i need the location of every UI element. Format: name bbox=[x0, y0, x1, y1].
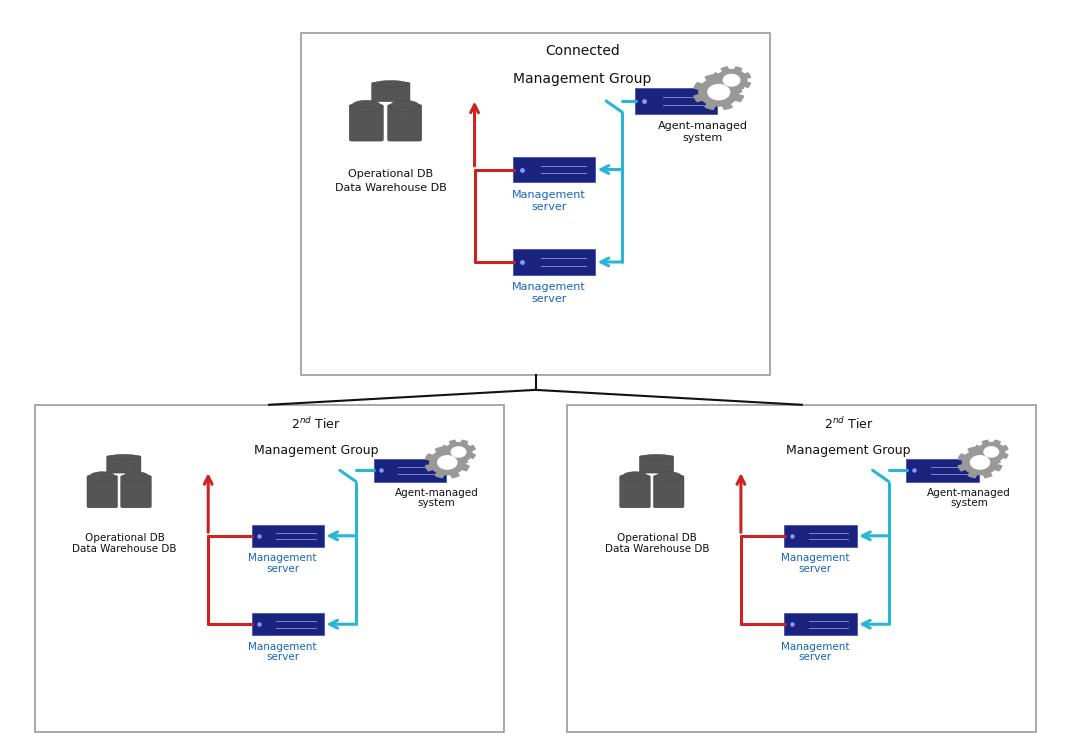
Ellipse shape bbox=[351, 100, 381, 112]
Text: Management: Management bbox=[248, 554, 317, 563]
FancyBboxPatch shape bbox=[349, 104, 383, 141]
Text: Management: Management bbox=[512, 282, 586, 292]
Polygon shape bbox=[712, 67, 751, 94]
Ellipse shape bbox=[655, 472, 682, 482]
FancyBboxPatch shape bbox=[301, 32, 770, 375]
FancyBboxPatch shape bbox=[252, 524, 325, 547]
Text: Operational DB: Operational DB bbox=[348, 170, 434, 179]
Text: Data Warehouse DB: Data Warehouse DB bbox=[605, 544, 709, 554]
FancyBboxPatch shape bbox=[784, 524, 857, 547]
Ellipse shape bbox=[109, 454, 139, 460]
Text: Agent-managed: Agent-managed bbox=[927, 488, 1011, 498]
FancyBboxPatch shape bbox=[568, 405, 1037, 732]
Text: server: server bbox=[266, 564, 299, 574]
Text: Operational DB: Operational DB bbox=[85, 532, 164, 542]
Text: $2^{nd}$ Tier: $2^{nd}$ Tier bbox=[824, 416, 874, 432]
FancyBboxPatch shape bbox=[372, 82, 410, 102]
Text: Operational DB: Operational DB bbox=[617, 532, 697, 542]
FancyBboxPatch shape bbox=[620, 476, 650, 508]
Text: Data Warehouse DB: Data Warehouse DB bbox=[335, 183, 447, 193]
FancyBboxPatch shape bbox=[635, 88, 718, 114]
Circle shape bbox=[438, 456, 457, 469]
Ellipse shape bbox=[390, 100, 420, 112]
Text: server: server bbox=[799, 564, 832, 574]
Text: server: server bbox=[531, 202, 567, 211]
Text: Management: Management bbox=[248, 642, 317, 652]
Text: $2^{nd}$ Tier: $2^{nd}$ Tier bbox=[291, 416, 341, 432]
FancyBboxPatch shape bbox=[34, 405, 503, 732]
Text: system: system bbox=[950, 499, 989, 508]
Text: server: server bbox=[799, 652, 832, 662]
Circle shape bbox=[451, 447, 466, 457]
Text: Data Warehouse DB: Data Warehouse DB bbox=[72, 544, 177, 554]
Text: system: system bbox=[682, 133, 723, 143]
FancyBboxPatch shape bbox=[513, 157, 595, 182]
Polygon shape bbox=[959, 447, 1001, 478]
FancyBboxPatch shape bbox=[784, 613, 857, 635]
FancyBboxPatch shape bbox=[513, 249, 595, 274]
Ellipse shape bbox=[123, 472, 149, 482]
Ellipse shape bbox=[622, 472, 648, 482]
Text: Management Group: Management Group bbox=[254, 444, 378, 458]
Ellipse shape bbox=[374, 80, 408, 87]
Text: Agent-managed: Agent-managed bbox=[394, 488, 479, 498]
FancyBboxPatch shape bbox=[121, 476, 151, 508]
Text: server: server bbox=[531, 294, 567, 304]
Circle shape bbox=[984, 447, 998, 457]
Polygon shape bbox=[442, 440, 476, 464]
Text: Connected: Connected bbox=[545, 44, 620, 58]
FancyBboxPatch shape bbox=[107, 456, 141, 473]
FancyBboxPatch shape bbox=[87, 476, 118, 508]
Polygon shape bbox=[694, 75, 743, 109]
Ellipse shape bbox=[642, 454, 672, 460]
Text: server: server bbox=[266, 652, 299, 662]
Polygon shape bbox=[975, 440, 1008, 464]
FancyBboxPatch shape bbox=[906, 459, 979, 482]
Text: Management: Management bbox=[781, 554, 849, 563]
Text: Management: Management bbox=[781, 642, 849, 652]
Text: system: system bbox=[418, 499, 455, 508]
Circle shape bbox=[723, 74, 740, 86]
Polygon shape bbox=[425, 447, 469, 478]
Circle shape bbox=[708, 85, 729, 100]
Text: Management: Management bbox=[512, 190, 586, 200]
Text: Agent-managed: Agent-managed bbox=[658, 122, 748, 131]
Text: Management Group: Management Group bbox=[513, 72, 651, 86]
FancyBboxPatch shape bbox=[388, 104, 422, 141]
FancyBboxPatch shape bbox=[252, 613, 325, 635]
FancyBboxPatch shape bbox=[374, 459, 446, 482]
Text: Management Group: Management Group bbox=[786, 444, 911, 458]
FancyBboxPatch shape bbox=[653, 476, 684, 508]
Circle shape bbox=[970, 456, 990, 469]
Ellipse shape bbox=[89, 472, 116, 482]
FancyBboxPatch shape bbox=[639, 456, 674, 473]
